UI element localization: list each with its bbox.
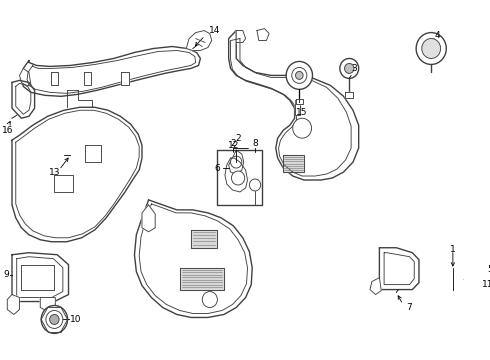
Text: 7: 7 (407, 303, 413, 312)
Polygon shape (295, 99, 303, 104)
Polygon shape (236, 31, 245, 42)
Polygon shape (22, 265, 54, 289)
Polygon shape (50, 72, 58, 85)
Text: 14: 14 (209, 26, 220, 35)
Polygon shape (370, 278, 381, 294)
Text: 5: 5 (488, 265, 490, 274)
Polygon shape (85, 145, 101, 162)
Polygon shape (191, 230, 218, 248)
Text: 16: 16 (1, 126, 13, 135)
Circle shape (249, 179, 261, 191)
Text: 8: 8 (252, 139, 258, 148)
Text: 6: 6 (215, 163, 220, 172)
Circle shape (293, 118, 312, 138)
Text: 13: 13 (49, 167, 60, 176)
Circle shape (292, 67, 307, 84)
Polygon shape (84, 72, 91, 85)
Polygon shape (257, 28, 269, 41)
Polygon shape (379, 248, 419, 289)
Polygon shape (54, 175, 73, 192)
Polygon shape (7, 294, 20, 315)
Circle shape (416, 32, 446, 64)
Polygon shape (121, 72, 129, 85)
Circle shape (46, 310, 63, 328)
Text: 3: 3 (351, 64, 357, 73)
Polygon shape (229, 31, 359, 180)
Text: 1: 1 (450, 245, 456, 254)
Polygon shape (294, 100, 300, 115)
Text: 2: 2 (231, 139, 236, 148)
Text: 2: 2 (235, 134, 241, 143)
Polygon shape (180, 268, 224, 289)
Polygon shape (229, 150, 244, 174)
Polygon shape (186, 31, 212, 50)
Text: 4: 4 (435, 31, 441, 40)
Circle shape (340, 58, 359, 78)
Polygon shape (22, 46, 200, 96)
Polygon shape (225, 158, 247, 192)
Circle shape (41, 306, 68, 333)
Text: 15: 15 (296, 108, 308, 117)
Text: 12: 12 (228, 141, 239, 150)
Circle shape (295, 71, 303, 80)
Polygon shape (142, 205, 155, 232)
Polygon shape (20, 68, 31, 86)
Polygon shape (134, 200, 252, 318)
Circle shape (231, 156, 242, 168)
Polygon shape (40, 298, 55, 311)
Text: 9: 9 (3, 270, 9, 279)
Circle shape (344, 63, 354, 73)
Text: 11: 11 (482, 280, 490, 289)
Circle shape (202, 292, 218, 307)
Circle shape (422, 39, 441, 58)
Polygon shape (283, 155, 304, 172)
Circle shape (231, 171, 245, 185)
Text: 10: 10 (70, 315, 82, 324)
Polygon shape (12, 107, 142, 242)
Circle shape (49, 315, 59, 324)
Circle shape (286, 62, 313, 89)
Polygon shape (12, 253, 69, 302)
Polygon shape (345, 92, 353, 98)
Polygon shape (12, 80, 35, 118)
